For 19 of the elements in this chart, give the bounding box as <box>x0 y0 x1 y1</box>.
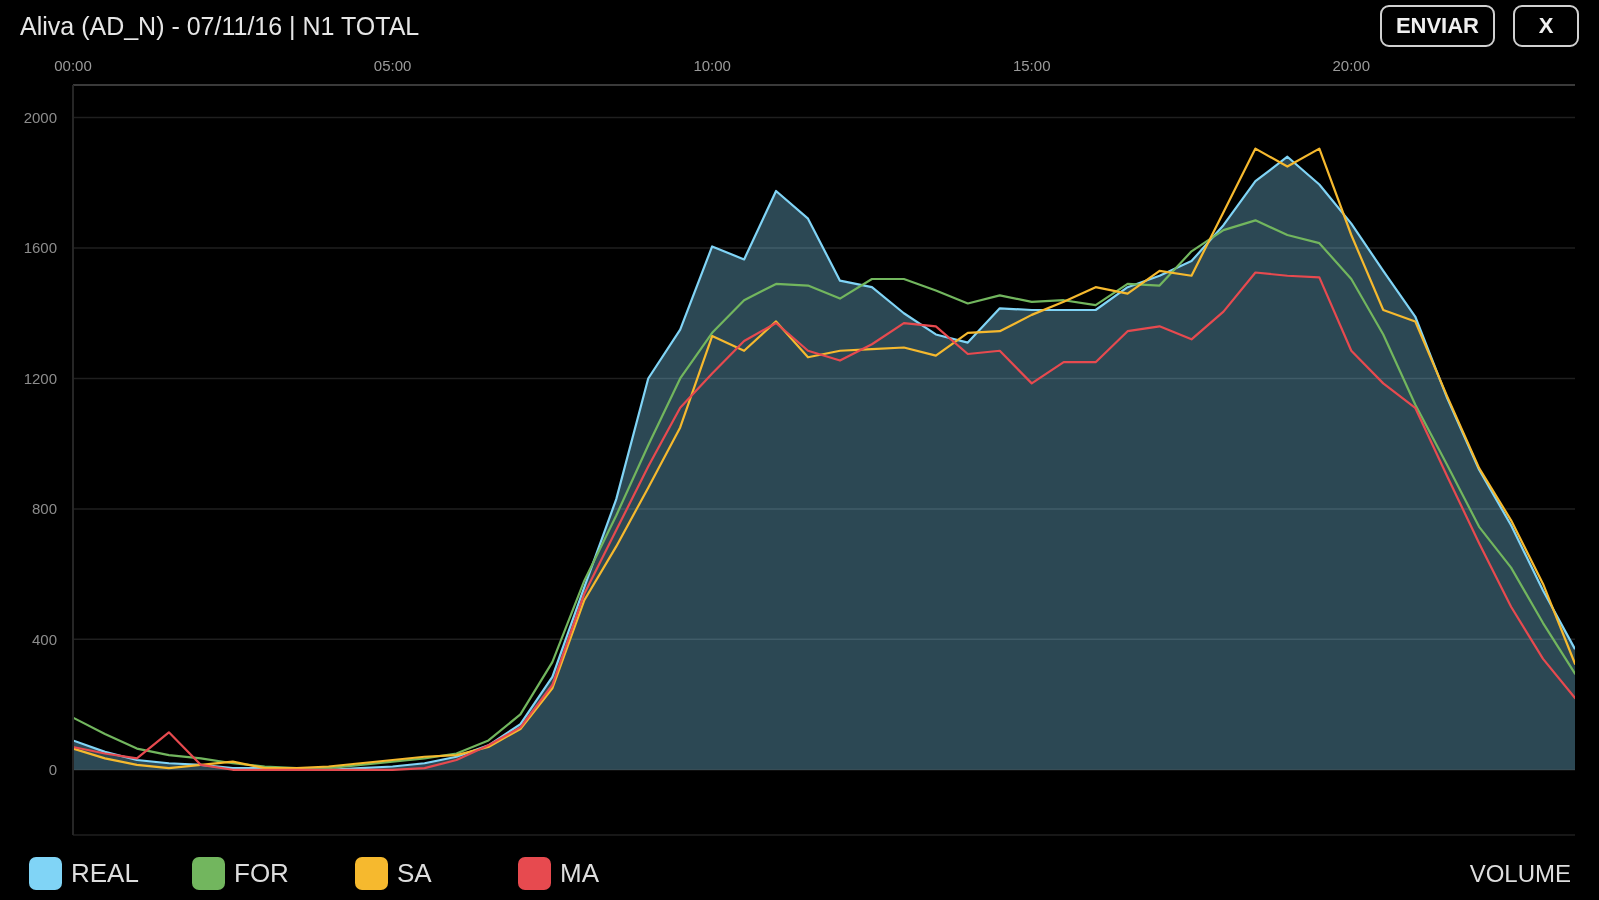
x-tick-label: 00:00 <box>54 57 92 74</box>
y-tick-label: 400 <box>31 630 57 648</box>
y-tick-label: 0 <box>48 761 57 779</box>
x-tick-label: 15:00 <box>1012 57 1051 74</box>
legend-label: REAL <box>71 858 139 889</box>
button: X <box>1513 5 1579 47</box>
x-tick-label: 05:00 <box>373 57 412 74</box>
y-tick-label: 1200 <box>23 369 57 387</box>
legend-label: SA <box>397 858 432 889</box>
text: VOLUME <box>1469 860 1571 887</box>
x-tick-label: 20:00 <box>1332 57 1371 74</box>
y-tick-label: 800 <box>31 500 57 518</box>
y-tick-label: 1600 <box>23 239 57 257</box>
button: ENVIAR <box>1379 5 1495 47</box>
chart-title: Aliva (AD_N) - 07/11/16 | N1 TOTAL <box>20 12 420 40</box>
legend-label: FOR <box>234 858 289 889</box>
legend-label: MA <box>560 858 599 889</box>
x-tick-label: 10:00 <box>693 57 731 74</box>
y-tick-label: 2000 <box>23 108 57 126</box>
